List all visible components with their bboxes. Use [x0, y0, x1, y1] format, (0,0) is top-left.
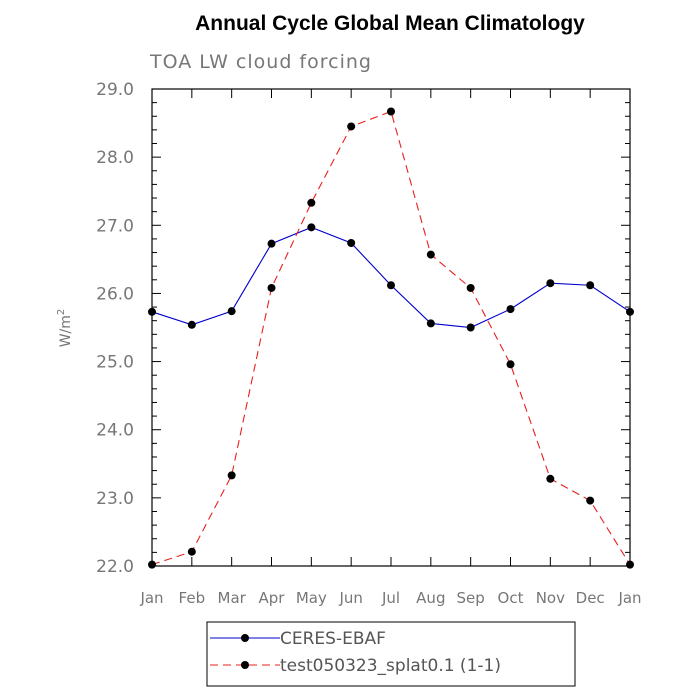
legend-entry-label: CERES-EBAF — [280, 629, 386, 649]
legend-swatch-marker — [241, 661, 249, 669]
data-point — [506, 305, 515, 314]
x-tick-label: Feb — [179, 589, 206, 607]
legend-entry-label: test050323_splat0.1 (1-1) — [280, 656, 501, 676]
data-point — [466, 323, 475, 332]
x-tick-label: Aug — [416, 589, 445, 607]
data-point — [148, 560, 156, 569]
data-point — [466, 283, 475, 292]
data-point — [387, 107, 395, 116]
data-point — [148, 307, 156, 316]
plot-axes: 22.0 23.0 24.0 25.0 26.0 27.0 28.0 29.0 Jan Feb Ma… — [96, 80, 641, 607]
x-tick-label: Oct — [498, 589, 524, 607]
y-tick-label: 23.0 — [96, 489, 134, 509]
data-point — [586, 496, 595, 505]
data-point — [506, 360, 515, 369]
series-1 — [148, 223, 634, 332]
data-point — [347, 122, 356, 131]
y-tick-label: 26.0 — [96, 284, 134, 304]
x-tick-label: Jan — [139, 589, 163, 607]
data-point — [626, 307, 634, 316]
y-tick-label: 24.0 — [96, 421, 134, 441]
data-point — [586, 281, 595, 290]
x-tick-label: Jan — [617, 589, 641, 607]
data-point — [307, 223, 316, 232]
series-layer — [148, 107, 634, 569]
series-2 — [148, 107, 634, 569]
y-tick-label: 25.0 — [96, 353, 134, 373]
series-line — [151, 110, 631, 566]
series-line — [151, 226, 631, 329]
x-tick-label: Apr — [259, 589, 286, 607]
x-tick-label: Sep — [457, 589, 485, 607]
data-point — [307, 198, 316, 207]
y-tick-label: 28.0 — [96, 148, 134, 168]
data-point — [267, 283, 276, 292]
x-tick-label: Jul — [381, 589, 400, 607]
data-point — [227, 471, 236, 480]
x-tick-label: Nov — [536, 589, 565, 607]
legend-swatch-marker — [241, 634, 249, 642]
x-tick-label: May — [296, 589, 327, 607]
data-point — [426, 250, 435, 259]
y-axis-label: W/m2 — [56, 309, 74, 348]
y-tick-label: 27.0 — [96, 216, 134, 236]
y-axis-label-unit: W/m — [58, 315, 74, 347]
data-point — [626, 560, 634, 569]
data-point — [347, 239, 356, 248]
legend-box — [206, 621, 576, 687]
x-tick-label: Jun — [338, 589, 362, 607]
chart-title: Annual Cycle Global Mean Climatology — [195, 12, 585, 35]
data-point — [426, 319, 435, 328]
data-point — [267, 239, 276, 248]
data-point — [387, 281, 395, 290]
x-tick-label: Mar — [218, 589, 247, 607]
y-tick-label: 29.0 — [96, 80, 134, 100]
plot-frame — [151, 88, 631, 567]
data-point — [227, 307, 236, 316]
data-point — [187, 320, 196, 329]
data-point — [187, 547, 196, 556]
data-point — [546, 474, 555, 483]
chart-subtitle: TOA LW cloud forcing — [149, 51, 372, 73]
y-axis-label-exponent: 2 — [56, 309, 67, 315]
y-tick-label: 22.0 — [96, 557, 134, 577]
data-point — [546, 279, 555, 288]
legend: CERES-EBAF test050323_splat0.1 (1-1) — [206, 621, 576, 687]
x-tick-label: Dec — [576, 589, 605, 607]
